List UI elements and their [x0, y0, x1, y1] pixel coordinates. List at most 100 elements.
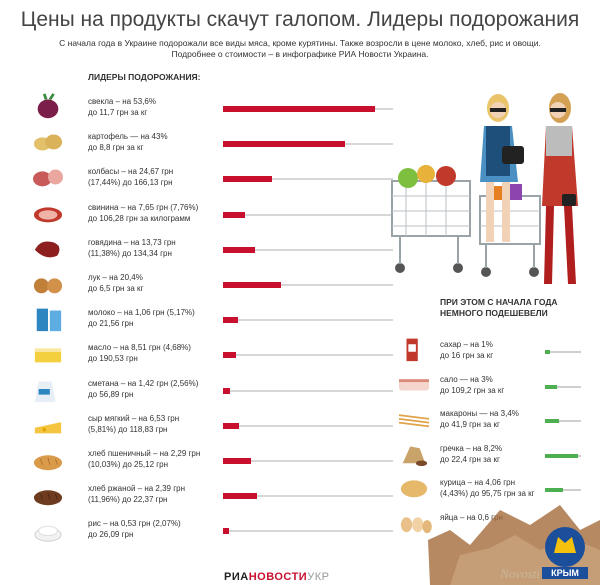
leader-label-line-1: сметана – на 1,42 грн (2,56%) [88, 378, 199, 388]
pasta-icon [394, 402, 434, 437]
leader-label-line-1: свекла – на 53,6% [88, 97, 156, 106]
cheaper-label-line-2: до 109,2 грн за кг [440, 385, 505, 395]
cheaper-bar [545, 384, 557, 389]
leader-bar [223, 282, 281, 288]
cheaper-label-line-2: до 22,4 грн за кг [440, 454, 500, 464]
leader-label-line-1: молоко – на 1,06 грн (5,17%) [88, 308, 195, 318]
leader-bar [223, 211, 245, 218]
cheaper-label: макароны — на 3,4% до 41,9 грн за кг [440, 408, 519, 430]
cart-left-icon [391, 165, 471, 273]
leader-bar-track [223, 213, 393, 216]
cheaper-bar-track [545, 420, 581, 422]
leader-label-line-2: до 11,7 грн за кг [88, 108, 148, 117]
leader-label-line-2: до 190,53 грн [88, 354, 138, 364]
cheaper-label: яйца – на 0,6 грн [440, 512, 503, 523]
leader-label: лук – на 20,4% до 6,5 грн за кг [88, 272, 143, 294]
leader-label-line-2: до 6,5 грн за кг [88, 284, 144, 293]
cheaper-label-line-1: сахар – на 1% [440, 340, 493, 349]
cheaper-label: сахар – на 1% до 16 грн за кг [440, 339, 493, 361]
leader-label: сметана – на 1,42 грн (2,56%) до 56,89 гр… [88, 378, 198, 400]
rye-bread-icon [28, 479, 68, 514]
cheaper-heading-line-2: НЕМНОГО ПОДЕШЕВЕЛИ [440, 308, 548, 318]
rice-icon [28, 514, 68, 549]
subtitle-line-2: Подробнее о стоимости – в инфографике РИ… [171, 49, 429, 59]
leader-label-line-2: (11,38%) до 134,34 грн [88, 248, 172, 258]
page-subtitle: С начала года в Украине подорожали все в… [40, 38, 560, 60]
leader-bar-track [223, 284, 393, 286]
cheaper-bar [545, 453, 578, 458]
leader-label-line-1: хлеб пшеничный – на 2,29 грн [88, 449, 201, 458]
leader-bar-track [223, 248, 393, 251]
leader-label: масло – на 8,51 грн (4,68%) до 190,53 грн [88, 342, 191, 364]
woman-right-icon [542, 93, 578, 284]
leader-label: хлеб пшеничный – на 2,29 грн (10,03%) до … [88, 448, 200, 470]
leader-label-line-2: (17,44%) до 166,13 грн [88, 178, 173, 188]
cheaper-label-line-2: до 41,9 грн за кг [440, 420, 500, 429]
leader-bar-track [223, 530, 393, 533]
leader-label-line-2: до 8,8 грн за кг [88, 143, 144, 153]
leader-label-line-2: до 106,28 грн за килограмм [88, 213, 191, 223]
leader-bar-track [223, 178, 393, 181]
onion-icon [28, 268, 68, 303]
cheaper-label: гречка – на 8,2% до 22,4 грн за кг [440, 443, 502, 465]
leader-bar-track [223, 389, 393, 392]
ria-logo-part-2: НОВОСТИ [248, 571, 308, 583]
chicken-icon [394, 471, 434, 506]
leader-label-line-2: до 21,56 грн [88, 319, 134, 329]
cheaper-bar-track [545, 385, 581, 388]
leader-bar [223, 458, 252, 464]
leader-bar [223, 106, 375, 112]
cheaper-label-line-2: (4,43%) до 95,75 грн за кг [440, 489, 535, 498]
leader-label-line-1: лук – на 20,4% [88, 273, 143, 282]
sugar-icon [394, 333, 434, 368]
leader-bar [223, 528, 229, 535]
leader-label: рис – на 0,53 грн (2,07%) до 26,09 грн [88, 518, 181, 540]
leader-bar [223, 246, 256, 253]
leader-bar [223, 317, 238, 324]
ria-logo-part-1: РИА [224, 571, 249, 583]
cheaper-bar-track [545, 489, 581, 491]
leader-bar-track [223, 495, 393, 498]
leader-label: свекла – на 53,6% до 11,7 грн за кг [88, 96, 156, 118]
leader-label: картофель — на 43% до 8,8 грн за кг [88, 131, 168, 153]
leader-label-line-2: до 26,09 грн [88, 530, 134, 540]
cheaper-heading: ПРИ ЭТОМ С НАЧАЛА ГОДА НЕМНОГО ПОДЕШЕВЕЛ… [440, 297, 558, 319]
leader-bar [223, 387, 231, 394]
leader-label: сыр мягкий – на 6,53 грн (5,81%) до 118,8… [88, 413, 179, 435]
beet-icon [28, 92, 68, 127]
leader-label-line-1: свинина – на 7,65 грн (7,76%) [88, 202, 199, 212]
leader-bar [223, 141, 345, 148]
krym-logo: КРЫМ [542, 527, 588, 579]
buckwheat-icon [394, 437, 434, 472]
ria-logo-part-3: УКР [307, 571, 330, 583]
leader-bar [223, 176, 273, 183]
ria-novosti-logo: РИАНОВОСТИУКР [224, 571, 329, 583]
leader-label-line-2: (11,96%) до 22,37 грн [88, 495, 168, 505]
potato-icon [28, 127, 68, 162]
sausage-icon [28, 162, 68, 197]
leaders-heading: ЛИДЕРЫ ПОДОРОЖАНИЯ: [88, 72, 201, 82]
leader-label-line-1: говядина – на 13,73 грн [88, 237, 176, 247]
cheaper-label-line-1: макароны — на 3,4% [440, 409, 519, 418]
pork-icon [28, 198, 68, 233]
subtitle-line-1: С начала года в Украине подорожали все в… [59, 38, 541, 48]
leader-bar-track [223, 460, 393, 462]
leader-bar [223, 352, 237, 359]
leader-label: говядина – на 13,73 грн (11,38%) до 134,3… [88, 237, 176, 259]
krym-logo-text: КРЫМ [551, 568, 579, 578]
beef-icon [28, 233, 68, 268]
cheaper-bar [545, 419, 559, 423]
leader-label-line-2: до 56,89 грн [88, 389, 134, 399]
wheat-bread-icon [28, 444, 68, 479]
cheaper-bar [545, 350, 550, 354]
eggs-icon [394, 506, 434, 541]
leader-label-line-2: (5,81%) до 118,83 грн [88, 424, 168, 434]
leader-label: хлеб ржаной – на 2,39 грн (11,96%) до 22,… [88, 483, 185, 505]
leader-label-line-1: сыр мягкий – на 6,53 грн [88, 413, 180, 423]
cheaper-bar [545, 488, 563, 492]
cheaper-label-line-1: гречка – на 8,2% [440, 443, 503, 453]
salo-icon [394, 368, 434, 403]
cheaper-label-line-1: сало — на 3% [440, 374, 493, 384]
cheaper-heading-line-1: ПРИ ЭТОМ С НАЧАЛА ГОДА [440, 297, 558, 307]
leader-bar-track [223, 354, 393, 357]
